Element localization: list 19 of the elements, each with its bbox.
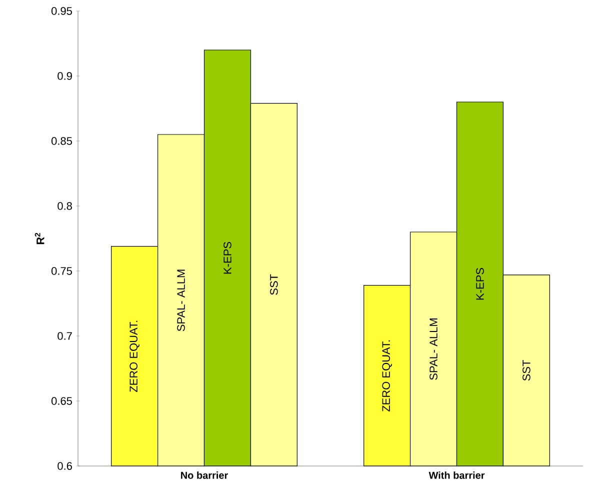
series-label: K-EPS [476,268,484,300]
y-tick-label: 0.85 [51,137,72,145]
series-label: SPAL- ALLM [430,318,438,380]
y-axis-title: R$^{2}$ [34,232,44,244]
series-label: SST [522,360,530,381]
y-tick-label: 0.9 [58,72,72,80]
x-tick-label: With barrier [428,472,485,479]
text: SPAL- ALLM [177,270,185,332]
series-label: ZERO EQUAT. [130,320,140,392]
y-tick-label: 0.7 [58,332,72,340]
y-tick-label: 0.8 [58,202,72,210]
y-tick-label: 0.6 [58,462,72,470]
text: ZERO EQUAT. [382,340,392,412]
y-tick-label: 0.65 [51,397,72,405]
y-tick-label: 0.95 [51,7,72,15]
text: K-EPS [224,242,232,274]
text: SST [270,274,278,295]
y-tick-label: 0.75 [51,267,72,275]
x-tick-label: No barrier [181,472,228,479]
